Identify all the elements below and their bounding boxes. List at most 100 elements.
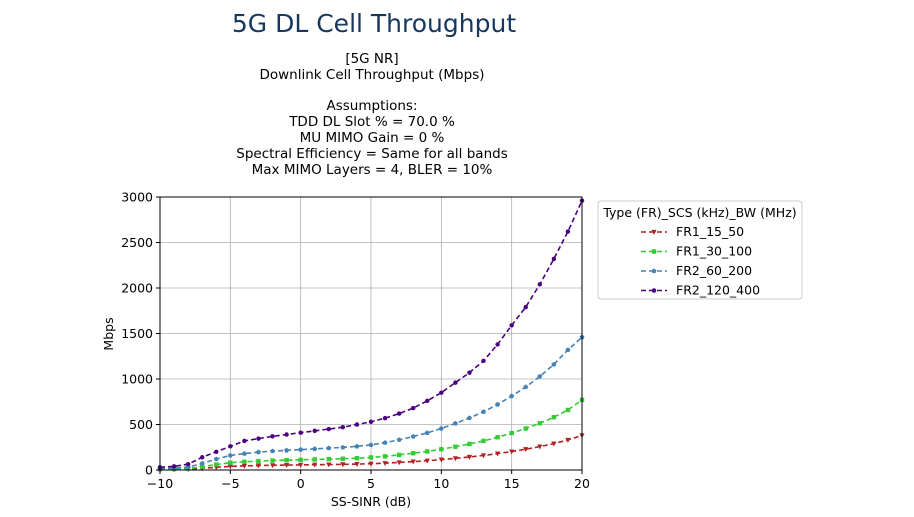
data-point <box>495 451 501 457</box>
page-title: 5G DL Cell Throughput <box>231 9 517 38</box>
data-point <box>270 434 275 439</box>
data-point <box>495 342 500 347</box>
data-point <box>354 455 360 461</box>
data-point <box>551 256 557 262</box>
data-point <box>312 428 317 434</box>
data-point <box>368 442 374 447</box>
data-point <box>481 358 486 364</box>
data-point <box>284 463 290 468</box>
legend-title: Type (FR)_SCS (kHz)_BW (MHz) <box>602 205 796 220</box>
data-point <box>298 447 304 452</box>
data-point <box>298 462 304 468</box>
data-point <box>284 447 290 453</box>
data-point <box>298 457 303 463</box>
data-point <box>242 438 247 444</box>
subtitle-line: TDD DL Slot % = 70.0 % <box>289 114 455 130</box>
subtitle-line: MU MIMO Gain = 0 % <box>299 130 445 146</box>
data-point <box>241 451 247 456</box>
x-axis-label: SS-SINR (dB) <box>331 494 411 509</box>
data-point <box>396 437 402 442</box>
subtitle-line: [5G NR] <box>345 51 399 67</box>
data-point <box>368 461 374 467</box>
data-point <box>509 430 514 436</box>
data-point <box>396 452 402 458</box>
data-point <box>438 457 444 463</box>
data-point <box>199 460 205 466</box>
legend-item: FR2_120_400 <box>641 283 760 298</box>
data-point <box>481 438 486 444</box>
legend-marker <box>651 288 657 293</box>
data-point <box>284 432 289 437</box>
data-point <box>269 463 276 469</box>
y-tick-label: 0 <box>145 463 153 478</box>
data-point <box>410 405 416 411</box>
axis-ticks: −10 −5 0 5 10 15 20 0 500 1000 1500 2000 2500 3000 <box>121 190 590 492</box>
grid <box>159 196 583 471</box>
data-point <box>424 430 430 435</box>
data-point <box>242 459 247 465</box>
data-point <box>214 449 219 455</box>
subtitle-line: Downlink Cell Throughput (Mbps) <box>259 67 485 83</box>
data-point <box>312 446 318 451</box>
data-point <box>410 459 416 465</box>
legend-label: FR2_60_200 <box>676 263 752 278</box>
data-point <box>551 441 557 447</box>
data-point <box>255 463 262 469</box>
data-point <box>452 456 458 462</box>
data-point <box>509 393 515 399</box>
y-tick-label: 1500 <box>121 326 153 341</box>
data-point <box>396 460 402 466</box>
y-tick-label: 2000 <box>121 281 153 296</box>
data-point <box>537 421 543 426</box>
data-point <box>565 347 571 352</box>
x-tick-label: −10 <box>147 476 173 491</box>
data-point <box>270 458 275 463</box>
data-point <box>228 444 233 449</box>
data-point <box>256 436 261 441</box>
data-point <box>467 441 472 447</box>
y-tick-label: 3000 <box>121 190 153 205</box>
series-lines <box>157 198 585 473</box>
data-point <box>326 445 332 451</box>
legend-item: FR2_60_200 <box>641 263 752 278</box>
data-point <box>354 462 360 467</box>
data-point <box>551 415 557 420</box>
data-point <box>481 409 487 414</box>
series-FR2_60_200 <box>157 334 585 471</box>
data-point <box>199 464 205 469</box>
data-point <box>424 458 430 464</box>
data-point <box>227 452 233 458</box>
legend-label: FR2_120_400 <box>676 283 760 298</box>
subtitle-line: Assumptions: <box>326 98 418 114</box>
data-point <box>453 444 458 449</box>
data-point <box>382 415 388 421</box>
legend-label: FR1_15_50 <box>676 224 744 239</box>
data-point <box>354 422 360 427</box>
data-point <box>171 464 177 469</box>
x-tick-label: 0 <box>297 476 305 491</box>
data-point <box>425 398 430 404</box>
legend-item: FR1_15_50 <box>641 224 744 239</box>
data-point <box>214 462 219 467</box>
data-point <box>452 420 458 426</box>
legend-marker <box>651 249 657 254</box>
legend-marker <box>651 229 657 235</box>
data-point <box>213 456 219 462</box>
data-point <box>368 419 374 424</box>
data-point <box>466 415 472 421</box>
x-tick-label: 20 <box>574 476 590 491</box>
data-point <box>467 370 472 375</box>
data-point <box>340 444 346 450</box>
data-point <box>368 455 374 460</box>
data-point <box>326 426 332 432</box>
data-point <box>565 437 571 443</box>
data-point <box>509 449 515 455</box>
data-point <box>523 384 529 390</box>
data-point <box>537 373 543 379</box>
data-point <box>523 447 529 453</box>
x-tick-label: 15 <box>504 476 520 491</box>
legend-item: FR1_30_100 <box>641 244 752 259</box>
legend-marker <box>651 268 657 274</box>
x-tick-label: −5 <box>221 476 239 491</box>
